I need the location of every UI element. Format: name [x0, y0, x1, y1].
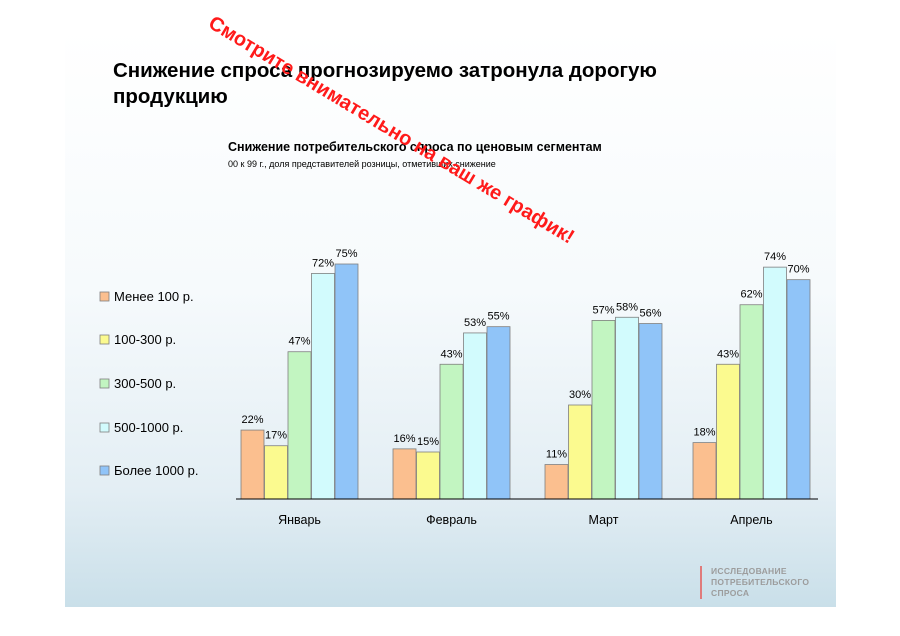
legend-label: 100-300 р. [114, 332, 176, 347]
legend-label: Более 1000 р. [114, 463, 199, 478]
x-tick-label: Апрель [730, 513, 772, 527]
legend-label: 500-1000 р. [114, 420, 183, 435]
logo: ИССЛЕДОВАНИЕ ПОТРЕБИТЕЛЬСКОГО СПРОСА [700, 566, 851, 599]
bar [240, 429, 265, 500]
data-label: 70% [787, 264, 809, 276]
data-label: 47% [288, 336, 310, 348]
bar [591, 319, 616, 500]
bar [544, 464, 569, 500]
x-tick-label: Март [589, 513, 619, 527]
slide: Снижение спроса прогнозируемо затронула … [65, 29, 836, 607]
bar [486, 326, 511, 500]
data-label: 17% [265, 430, 287, 442]
legend-swatch [99, 378, 110, 389]
bar [463, 332, 487, 500]
data-label: 72% [312, 257, 334, 269]
data-label: 15% [417, 436, 439, 448]
x-tick-label: Февраль [426, 513, 477, 527]
data-label: 55% [487, 311, 509, 323]
slide-title: Снижение спроса прогнозируемо затронула … [113, 59, 657, 108]
legend-swatch [99, 334, 110, 345]
bar [334, 263, 359, 500]
data-label: 75% [335, 248, 357, 260]
bar [264, 445, 288, 500]
data-label: 43% [440, 348, 462, 360]
bar [638, 323, 663, 500]
bar [615, 316, 639, 500]
bar [763, 266, 787, 500]
data-label: 53% [464, 317, 486, 329]
data-label: 43% [717, 348, 739, 360]
data-label: 16% [393, 433, 415, 445]
bar [739, 304, 764, 500]
legend-swatch [99, 291, 110, 302]
chart-title: Снижение потребительского спроса по цено… [228, 140, 602, 154]
bar [716, 363, 740, 500]
logo-line: ИССЛЕДОВАНИЕ [711, 566, 787, 576]
bar [568, 404, 592, 500]
data-label: 18% [693, 427, 715, 439]
x-tick-label: Январь [278, 513, 321, 527]
data-label: 56% [639, 308, 661, 320]
bar [392, 448, 417, 500]
data-label: 58% [616, 301, 638, 313]
legend-label: 300-500 р. [114, 376, 176, 391]
bar [692, 442, 717, 500]
bar [416, 451, 440, 500]
bar [439, 363, 464, 500]
legend-label: Менее 100 р. [114, 289, 194, 304]
legend-swatch [99, 465, 110, 476]
bar [287, 351, 312, 500]
data-label: 30% [569, 389, 591, 401]
logo-line: ПОТРЕБИТЕЛЬСКОГО [711, 577, 810, 587]
data-label: 62% [740, 289, 762, 301]
legend-swatch [99, 422, 110, 433]
logo-line: СПРОСА [711, 588, 750, 598]
data-label: 57% [592, 304, 614, 316]
bar [311, 272, 335, 500]
bar [786, 279, 811, 500]
data-label: 11% [546, 449, 567, 461]
chart-subtitle: 00 к 99 г., доля представителей розницы,… [228, 159, 496, 169]
data-label: 22% [241, 414, 263, 426]
data-label: 74% [764, 251, 786, 263]
